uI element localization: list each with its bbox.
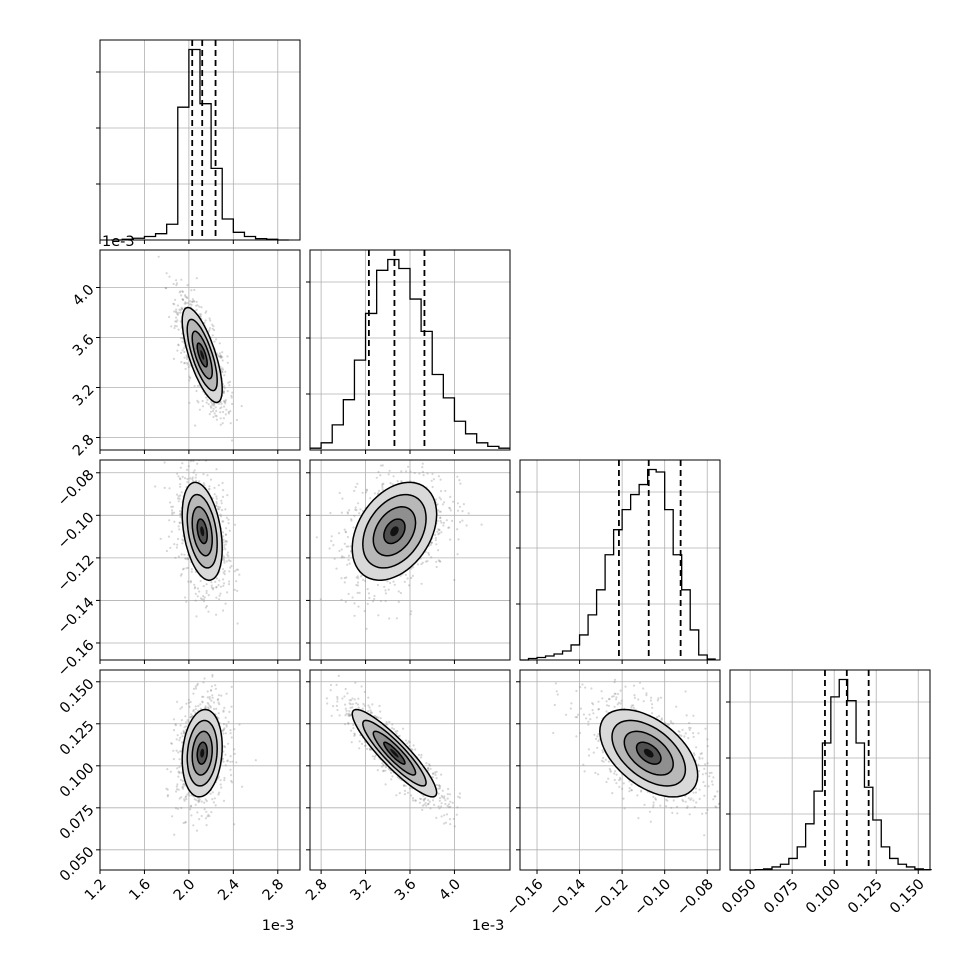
contour-line-3 [383,741,406,765]
contour-line-1 [362,719,427,787]
y-offset-label: 1e-3 [102,234,135,250]
contour-line-1 [186,493,218,569]
x-tick-label: −0.16 [504,876,547,919]
scatter-content [520,670,720,870]
density-fill-4 [200,526,205,537]
x-tick-label: 3.6 [392,876,420,904]
contour-line-2 [372,506,417,557]
x-tick-label: 2.8 [303,876,331,904]
x-tick-label: −0.12 [589,876,632,919]
x-tick-label: 1.2 [82,876,110,904]
density-fill-4 [390,526,399,537]
hist-frame [99,39,301,241]
contour-line-3 [196,741,208,765]
contour-line-3 [635,741,662,765]
scatter-content [100,250,300,450]
x-offset-label-2: 1e-3 [472,918,505,934]
contour-line-0 [599,708,699,798]
y-tick-label: 0.100 [57,760,98,801]
hist-panel-3 [516,459,721,664]
x-tick-label: −0.08 [674,876,717,919]
y-tick-label: 3.2 [70,382,98,410]
x-tick-label: 2.8 [260,876,288,904]
hist-step-line [520,468,716,661]
contour-line-1 [611,719,687,787]
x-offset-label-1: 1e-3 [262,918,295,934]
contour-line-0 [181,708,223,798]
scatter-panel-2-0 [96,459,301,664]
scatter-panel-3-2 [516,669,721,874]
hist-panel-1 [96,39,301,244]
density-fill-4 [390,748,399,758]
x-tick-label: 0.075 [761,876,802,917]
y-tick-label: −0.14 [55,595,98,638]
scatter-panel-2-1 [306,459,511,664]
hist-frame [519,459,721,661]
y-tick-label: −0.08 [55,467,98,510]
scatter-frame [99,249,301,451]
contour-line-2 [372,730,417,776]
density-fill-4 [200,350,205,360]
hist-frame [729,669,931,871]
density-fill-4 [643,748,654,758]
scatter-content [310,670,510,870]
x-tick-label: −0.14 [546,876,589,919]
contour-line-3 [383,518,406,545]
y-tick-label: −0.16 [55,637,98,680]
scatter-content [100,460,300,660]
y-tick-label: −0.10 [55,510,98,553]
contour-line-0 [351,708,438,798]
x-tick-label: −0.10 [632,876,675,919]
x-tick-label: 0.100 [803,876,844,917]
scatter-frame [99,459,301,661]
contour-line-2 [191,730,213,776]
y-tick-label: 4.0 [70,282,98,310]
y-tick-label: 2.8 [70,432,98,460]
y-tick-label: −0.12 [55,552,98,595]
y-tick-label: 3.6 [70,332,98,360]
contour-line-3 [196,342,208,368]
x-tick-label: 2.0 [171,876,199,904]
scatter-panel-1-0 [96,249,301,454]
x-tick-label: 1.6 [126,876,154,904]
y-tick-label: 0.150 [57,676,98,717]
x-tick-label: 2.4 [215,876,243,904]
contour-line-2 [623,730,674,776]
x-tick-label: 3.2 [348,876,376,904]
contour-line-2 [191,330,213,380]
scatter-content [310,460,510,660]
scatter-panel-3-0 [96,669,301,874]
hist-step-line [730,678,932,871]
contour-line-0 [351,481,438,581]
hist-panel-2 [306,249,511,454]
contour-line-1 [186,719,218,787]
density-fill-4 [200,748,205,758]
contour-line-1 [362,493,427,569]
x-tick-label: 0.150 [887,876,928,917]
scatter-frame [99,669,301,871]
scatter-content [100,670,300,870]
contour-line-0 [181,306,223,404]
y-tick-label: 0.125 [57,718,98,759]
hist-step-line [310,258,510,449]
hist-step-line [111,48,289,241]
y-tick-label: 0.050 [57,844,98,885]
scatter-frame [519,669,721,871]
x-tick-label: 4.0 [436,876,464,904]
x-tick-label: 0.050 [719,876,760,917]
x-tick-label: 0.125 [845,876,886,917]
scatter-panel-3-1 [306,669,511,874]
contour-line-1 [186,318,218,392]
contour-line-3 [196,518,208,545]
contour-line-2 [191,506,213,557]
contour-line-0 [181,481,223,581]
y-tick-label: 0.075 [57,802,98,843]
hist-panel-4 [726,669,932,874]
